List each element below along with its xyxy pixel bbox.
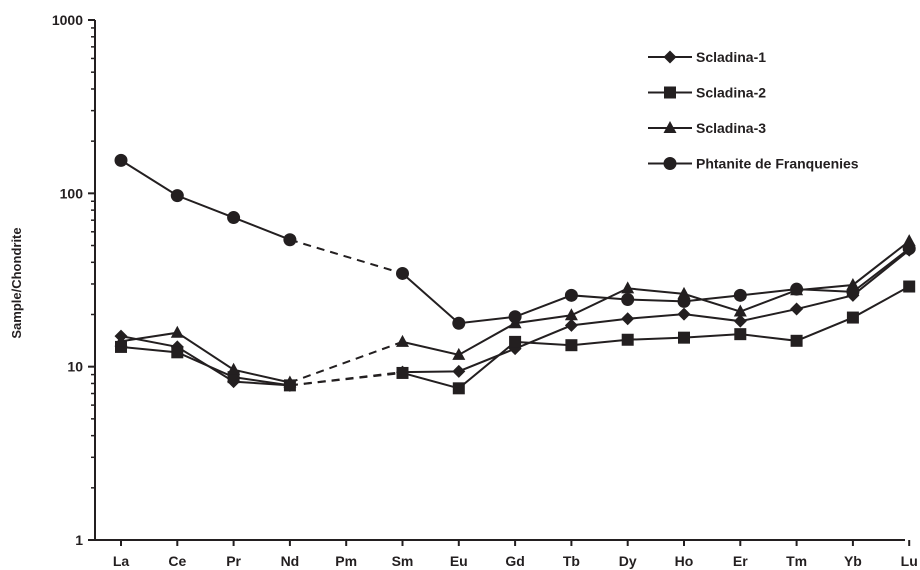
data-point-circle	[790, 282, 804, 296]
data-point-diamond	[733, 314, 747, 328]
data-point-triangle	[114, 334, 128, 347]
legend-label: Scladina-2	[696, 85, 766, 101]
data-point-square	[396, 366, 409, 379]
legend-item: Phtanite de Franquenies	[648, 156, 859, 172]
data-point-circle	[170, 189, 184, 203]
x-tick-label: Lu	[901, 553, 918, 569]
data-point-triangle	[564, 308, 578, 321]
data-point-diamond	[677, 307, 691, 321]
x-tick-label: Dy	[619, 553, 637, 569]
series-line	[402, 249, 910, 374]
data-point-circle	[902, 242, 916, 256]
data-point-square	[903, 280, 916, 293]
data-point-triangle	[227, 362, 241, 375]
data-point-square	[171, 346, 184, 359]
data-point-square	[509, 335, 522, 348]
gap-bridge-line	[289, 238, 403, 275]
legend-item: Scladina-3	[648, 120, 766, 136]
x-tick-label: Sm	[392, 553, 414, 569]
data-point-triangle	[621, 281, 635, 294]
data-point-circle	[114, 153, 128, 167]
x-tick-label: Ce	[168, 553, 186, 569]
data-point-triangle	[452, 347, 466, 360]
series-line	[120, 331, 291, 384]
legend-marker-square	[664, 86, 676, 99]
data-point-square	[734, 328, 747, 341]
data-point-circle	[846, 285, 860, 299]
x-tick-label: Er	[733, 553, 748, 569]
y-tick-label: 1000	[52, 12, 83, 28]
data-point-circle	[283, 233, 297, 247]
legend-label: Scladina-1	[696, 49, 766, 65]
data-point-diamond	[564, 318, 578, 332]
gap-bridge-line	[289, 371, 403, 387]
data-point-diamond	[790, 302, 804, 316]
legend-marker-triangle	[663, 121, 677, 133]
y-tick-label: 100	[60, 185, 84, 201]
x-tick-label: Yb	[844, 553, 862, 569]
data-point-square	[621, 333, 634, 346]
x-tick-label: Nd	[281, 553, 300, 569]
data-point-square	[846, 311, 859, 324]
legend-label: Phtanite de Franquenies	[696, 156, 859, 172]
data-point-circle	[508, 310, 522, 324]
series-phtanite-de-franquenies	[114, 153, 916, 330]
data-point-square	[678, 331, 690, 344]
data-point-circle	[733, 288, 747, 302]
data-point-circle	[621, 293, 635, 307]
data-point-circle	[564, 288, 578, 302]
data-point-circle	[227, 211, 241, 225]
data-point-circle	[396, 266, 409, 280]
axes	[94, 20, 905, 541]
x-tick-label: Pr	[226, 553, 241, 569]
data-point-triangle	[396, 334, 409, 347]
data-point-square	[790, 334, 803, 347]
x-tick-label: La	[113, 553, 130, 569]
data-point-diamond	[621, 312, 635, 326]
gap-bridge-line	[289, 340, 403, 384]
y-ticks: 1 10 100 1000	[52, 12, 95, 548]
series-line	[402, 240, 910, 356]
data-point-triangle	[170, 325, 184, 338]
series-scladina-2	[115, 280, 916, 395]
series-line	[120, 335, 290, 387]
x-tick-label: Gd	[505, 553, 524, 569]
series-line	[120, 159, 291, 241]
y-tick-label: 10	[67, 359, 83, 375]
data-point-triangle	[733, 304, 747, 317]
x-tick-label: Tm	[786, 553, 807, 569]
x-ticks: La Ce Pr Nd Pm Sm Eu Gd Tb Dy Ho Er Tm Yb Lu	[113, 540, 918, 569]
data-point-square	[452, 382, 465, 395]
data-point-circle	[677, 294, 691, 308]
legend: Scladina-1 Scladina-2 Scladina-3 Phtanite d…	[648, 49, 859, 172]
data-point-diamond	[452, 364, 466, 378]
x-tick-label: Ho	[675, 553, 694, 569]
series-group	[114, 153, 916, 395]
x-tick-label: Pm	[335, 553, 357, 569]
y-axis-title: Sample/Chondrite	[9, 227, 24, 338]
legend-marker-diamond	[663, 50, 677, 64]
legend-label: Scladina-3	[696, 120, 766, 136]
y-tick-label: 1	[75, 532, 83, 548]
legend-item: Scladina-2	[648, 85, 766, 101]
series-line	[120, 345, 291, 387]
legend-marker-circle	[663, 157, 677, 170]
data-point-triangle	[283, 375, 297, 388]
x-tick-label: Tb	[563, 553, 580, 569]
series-line	[402, 285, 910, 390]
data-point-circle	[452, 316, 466, 330]
legend-item: Scladina-1	[648, 49, 766, 65]
x-tick-label: Eu	[450, 553, 468, 569]
data-point-square	[565, 339, 578, 352]
series-line	[401, 247, 910, 325]
